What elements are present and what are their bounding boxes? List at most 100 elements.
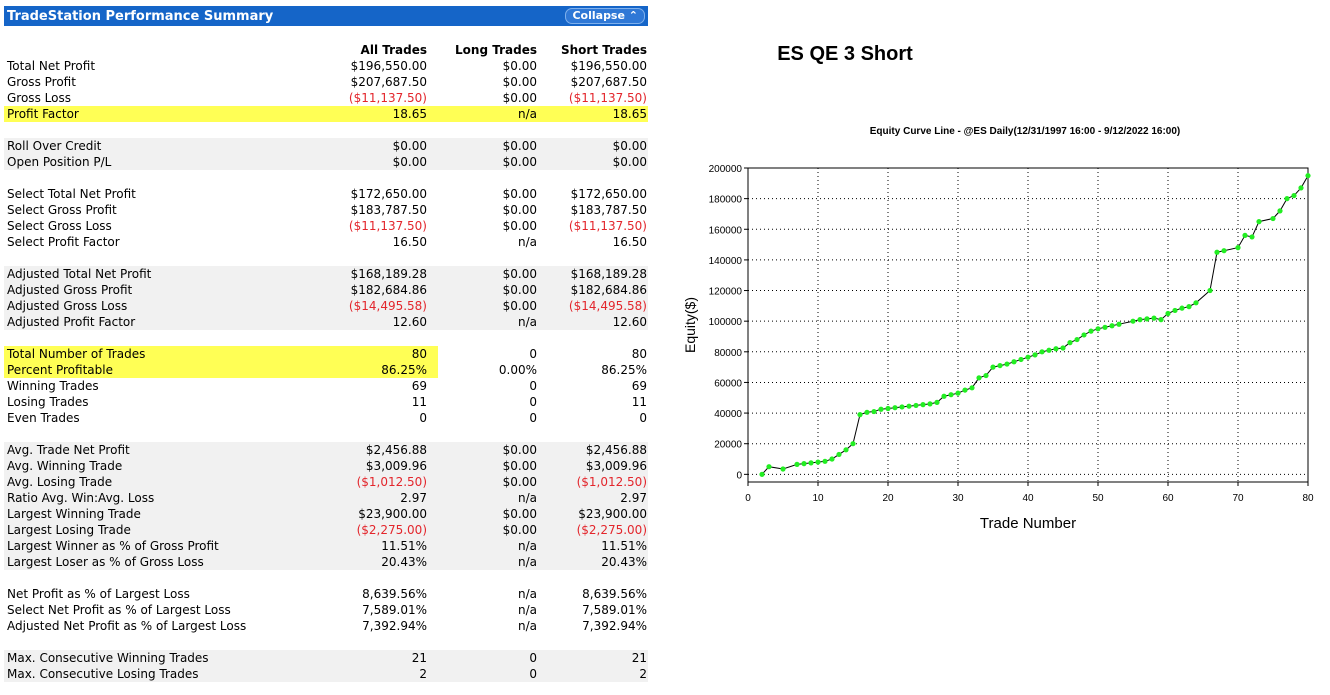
metric-value-short-trades: 8,639.56% [582,587,647,601]
metric-label: Max. Consecutive Winning Trades [7,651,209,665]
chart-heading: ES QE 3 Short [777,43,913,65]
metric-row: Select Total Net Profit $172,650.00 $0.00 $… [4,186,648,202]
metric-value-short-trades: $0.00 [612,155,647,169]
metric-value-all-trades: 20.43% [381,555,427,569]
metric-value-long-trades: $0.00 [502,299,537,313]
metric-value-all-trades: $183,787.50 [350,203,427,217]
metric-row: Largest Winning Trade $23,900.00 $0.00 $23,… [4,506,648,522]
equity-point [1144,316,1150,322]
metric-label: Avg. Losing Trade [7,475,113,489]
x-tick-label: 10 [812,493,824,504]
metric-value-short-trades: 0 [639,411,647,425]
y-tick-label: 80000 [714,348,742,359]
equity-point [885,405,891,412]
collapse-button[interactable]: Collapse ⌃ [565,8,645,24]
equity-point [1305,173,1311,179]
metric-value-long-trades: 0 [529,411,537,425]
metric-value-long-trades: 0 [529,651,537,665]
metric-value-short-trades: $207,687.50 [570,75,647,89]
metric-value-long-trades: $0.00 [502,91,537,105]
panel-title-bar: TradeStation Performance Summary Collaps… [4,6,648,26]
y-tick-label: 180000 [709,195,743,206]
equity-point [920,402,926,408]
metric-value-all-trades: $2,456.88 [365,443,427,457]
metric-value-short-trades: ($2,275.00) [576,523,647,537]
metric-value-long-trades: $0.00 [502,59,537,73]
metric-row: Percent Profitable 86.25% 0.00% 86.25% [4,362,648,378]
metric-value-all-trades: $168,189.28 [350,267,427,281]
metric-label: Select Gross Profit [7,203,117,217]
x-axis-label: Trade Number [980,515,1076,532]
equity-point [857,412,863,418]
equity-point [1193,300,1199,306]
metric-row: Adjusted Profit Factor 12.60 n/a 12.60 [4,314,648,330]
metric-label: Select Gross Loss [7,219,112,233]
equity-point [864,409,870,415]
metric-row: Adjusted Total Net Profit $168,189.28 $0.0… [4,266,648,282]
metric-label: Adjusted Net Profit as % of Largest Loss [7,619,247,633]
equity-point [997,362,1003,369]
equity-point [941,393,947,399]
metric-row: Winning Trades 69 0 69 [4,378,648,394]
equity-point [1158,317,1164,323]
metric-value-long-trades: $0.00 [502,219,537,233]
equity-point [794,461,800,467]
metric-label: Even Trades [7,411,80,425]
metric-row: Max. Consecutive Winning Trades 21 0 21 [4,650,648,666]
metric-value-long-trades: n/a [517,539,537,553]
equity-point [1032,352,1038,358]
metric-value-long-trades: $0.00 [502,507,537,521]
metric-value-short-trades: $2,456.88 [585,443,647,457]
metric-value-short-trades: 11.51% [601,539,647,553]
equity-point [1242,232,1248,238]
metric-value-long-trades: n/a [517,235,537,249]
equity-point [927,401,933,407]
x-tick-label: 70 [1232,493,1244,504]
equity-point [1151,315,1157,321]
equity-point [1298,185,1304,191]
metric-value-long-trades: 0 [529,395,537,409]
equity-point [1214,249,1220,255]
x-tick-label: 40 [1022,493,1034,504]
equity-point [1088,328,1094,334]
x-tick-label: 80 [1302,493,1314,504]
metric-label: Net Profit as % of Largest Loss [7,587,190,601]
equity-point [1004,361,1010,367]
metric-label: Gross Loss [7,91,71,105]
metric-value-short-trades: ($11,137.50) [568,219,647,233]
metric-row: Roll Over Credit $0.00 $0.00 $0.00 [4,138,648,154]
x-tick-label: 50 [1092,493,1104,504]
metric-value-short-trades: 21 [631,651,647,665]
metric-value-short-trades: $3,009.96 [585,459,647,473]
equity-point [969,385,975,391]
equity-point [878,406,884,412]
column-header-short-trades: Short Trades [560,43,647,57]
equity-point [801,461,807,467]
metric-value-short-trades: 2 [639,667,647,681]
equity-point [1207,287,1213,294]
metric-label: Max. Consecutive Losing Trades [7,667,199,681]
metric-label: Adjusted Gross Loss [7,299,128,313]
metric-value-long-trades: 0 [529,379,537,393]
metric-row: Avg. Trade Net Profit $2,456.88 $0.00 $2,45… [4,442,648,458]
metric-value-long-trades: $0.00 [502,155,537,169]
metric-label: Open Position P/L [7,155,112,169]
metric-label: Total Net Profit [7,59,96,73]
equity-point [1102,324,1108,330]
equity-point [1284,196,1290,202]
equity-point [934,399,940,405]
equity-point [780,466,786,472]
y-tick-label: 160000 [709,225,743,236]
chart-title: Equity Curve Line - @ES Daily(12/31/1997… [870,126,1180,137]
equity-point [1165,310,1171,317]
equity-point [1018,356,1024,363]
metric-value-all-trades: $182,684.86 [350,283,427,297]
metric-value-all-trades: ($14,495.58) [348,299,427,313]
equity-point [808,460,814,466]
equity-point [1053,346,1059,352]
equity-curve-chart: ES QE 3 Short Equity Curve Line - @ES Da… [682,43,1314,532]
metric-label: Losing Trades [7,395,89,409]
equity-point [983,372,989,379]
metric-value-short-trades: 20.43% [601,555,647,569]
metric-row: Profit Factor 18.65 n/a 18.65 [4,106,648,122]
